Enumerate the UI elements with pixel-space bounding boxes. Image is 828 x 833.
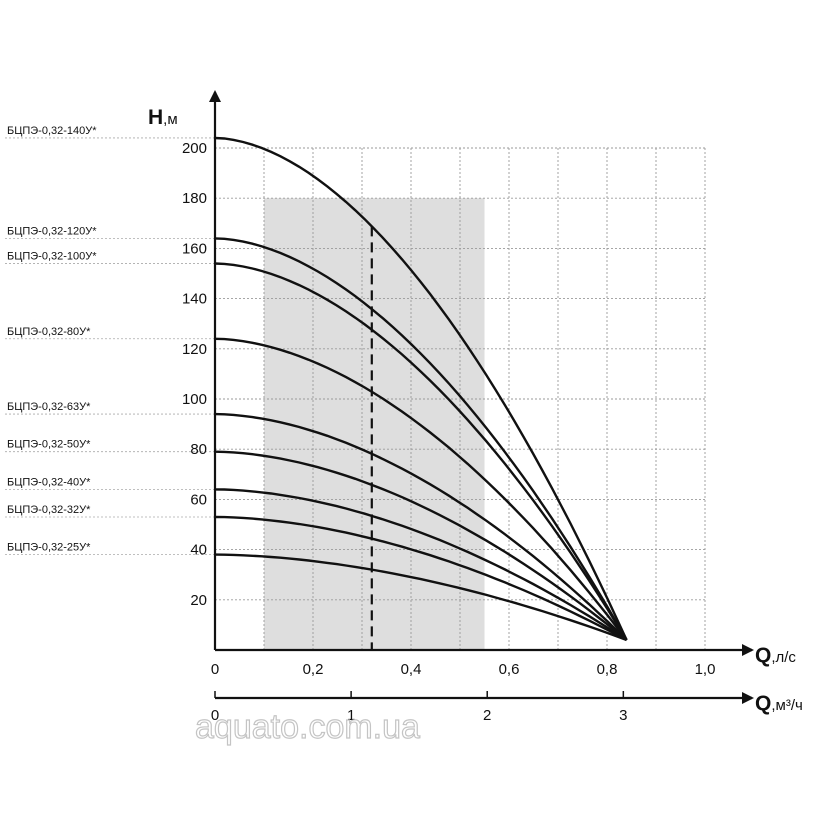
curve-2: [214, 237, 628, 641]
x2-tick-label: 0: [211, 707, 219, 724]
curve-label: БЦПЭ-0,32-63У*: [7, 401, 91, 413]
x2-axis-unit: ,м³/ч: [771, 697, 802, 714]
x2-tick-label: 2: [483, 707, 491, 724]
y-tick-label: 40: [190, 542, 207, 559]
y-tick-label: 20: [190, 592, 207, 609]
x2-tick-label: 1: [347, 707, 355, 724]
x2-axis-title: Q,м³/ч: [755, 692, 803, 715]
curve-label: БЦПЭ-0,32-100У*: [7, 250, 97, 262]
curve-7: [214, 488, 628, 642]
x-tick-label: 0,6: [499, 661, 520, 678]
y-tick-label: 100: [182, 391, 207, 408]
y-axis-unit: ,м: [163, 111, 177, 128]
curve-8: [214, 515, 628, 642]
curve-label: БЦПЭ-0,32-25У*: [7, 542, 91, 554]
working-range-band: [264, 198, 485, 650]
x-tick-label: 0,2: [303, 661, 324, 678]
y-tick-label: 140: [182, 291, 207, 308]
curve-label: БЦПЭ-0,32-50У*: [7, 439, 91, 451]
curve-label: БЦПЭ-0,32-140У*: [7, 125, 97, 137]
working-range-shading: [264, 198, 485, 650]
curve-label: БЦПЭ-0,32-120У*: [7, 225, 97, 237]
y-axis-title: H,м: [148, 106, 178, 129]
curve-4: [214, 337, 628, 641]
x-tick-label: 0,4: [401, 661, 422, 678]
curve-3: [214, 262, 628, 641]
x-tick-label: 0: [211, 661, 219, 678]
y-tick-label: 120: [182, 341, 207, 358]
y-tick-label: 80: [190, 441, 207, 458]
curves: [214, 136, 628, 650]
curve-label: БЦПЭ-0,32-80У*: [7, 326, 91, 338]
x2-tick-label: 3: [619, 707, 627, 724]
curve-label: БЦПЭ-0,32-40У*: [7, 476, 91, 488]
y-tick-label: 180: [182, 190, 207, 207]
curve-1: [214, 136, 628, 641]
curve-label: БЦПЭ-0,32-32У*: [7, 504, 91, 516]
curve-5: [214, 412, 628, 641]
x-tick-label: 1,0: [695, 661, 716, 678]
x-tick-label: 0,8: [597, 661, 618, 678]
x-axis-title: Q,л/с: [755, 644, 796, 667]
y-tick-label: 60: [190, 491, 207, 508]
y-tick-label: 160: [182, 240, 207, 257]
watermark: aquato.com.ua: [195, 708, 420, 746]
curve-9: [214, 553, 628, 642]
axes: [209, 90, 754, 704]
y-tick-label: 200: [182, 140, 207, 157]
curve-6: [214, 450, 628, 641]
grid: [5, 137, 706, 650]
x-axis-unit: ,л/с: [771, 649, 796, 666]
